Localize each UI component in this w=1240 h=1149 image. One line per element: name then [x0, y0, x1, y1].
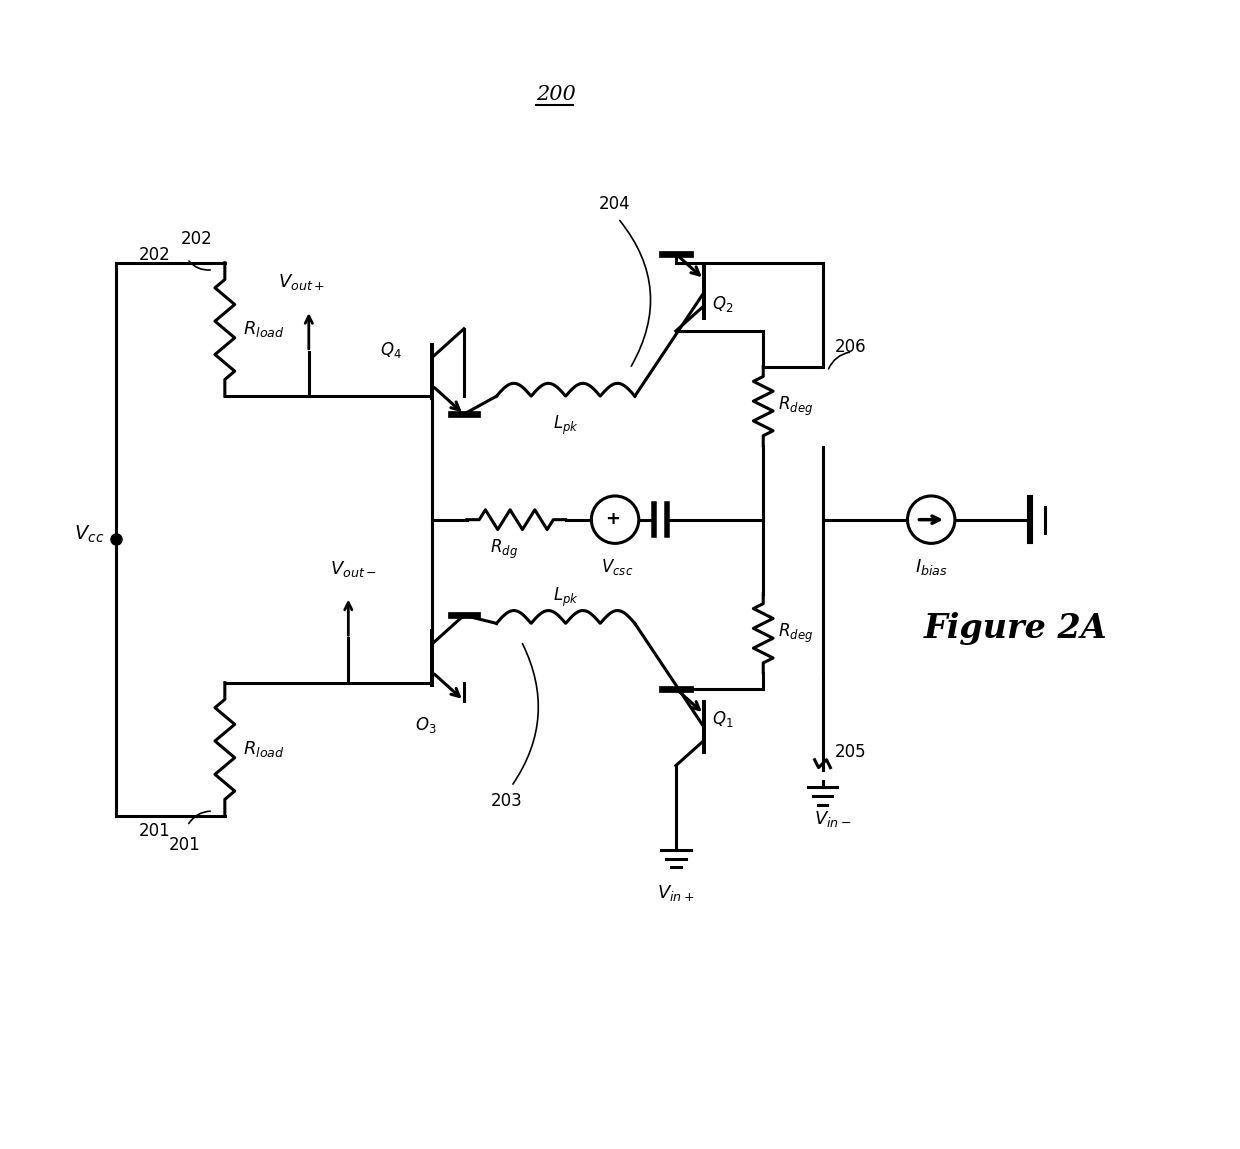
Text: R$_{load}$: R$_{load}$ [243, 739, 284, 759]
Text: R$_{load}$: R$_{load}$ [243, 319, 284, 339]
Text: V$_{csc}$: V$_{csc}$ [601, 557, 634, 577]
Text: R$_{deg}$: R$_{deg}$ [777, 394, 813, 417]
Text: I$_{bias}$: I$_{bias}$ [915, 557, 947, 577]
Text: Q$_1$: Q$_1$ [712, 709, 734, 730]
Text: +: + [605, 510, 620, 527]
Text: V$_{out-}$: V$_{out-}$ [330, 558, 377, 579]
Text: 202: 202 [139, 246, 170, 264]
Text: 201: 201 [169, 835, 200, 854]
Text: V$_{in+}$: V$_{in+}$ [657, 884, 694, 903]
Text: 201: 201 [139, 822, 170, 840]
Text: L$_{pk}$: L$_{pk}$ [553, 585, 579, 609]
Text: V$_{in-}$: V$_{in-}$ [813, 809, 851, 830]
Text: 203: 203 [491, 792, 522, 810]
Text: O$_3$: O$_3$ [414, 715, 436, 735]
Text: R$_{dg}$: R$_{dg}$ [490, 538, 518, 561]
Text: L$_{pk}$: L$_{pk}$ [553, 414, 579, 437]
Text: 204: 204 [599, 194, 631, 213]
Text: V$_{out+}$: V$_{out+}$ [279, 272, 325, 293]
Text: Figure 2A: Figure 2A [924, 611, 1107, 645]
Text: V$_{cc}$: V$_{cc}$ [74, 524, 104, 545]
Text: Q$_4$: Q$_4$ [379, 340, 402, 360]
Text: 200: 200 [536, 85, 575, 105]
Text: 202: 202 [181, 230, 213, 248]
Text: 206: 206 [835, 338, 866, 356]
Text: Q$_2$: Q$_2$ [712, 294, 733, 315]
Text: R$_{deg}$: R$_{deg}$ [777, 622, 813, 645]
Text: 205: 205 [835, 743, 866, 761]
